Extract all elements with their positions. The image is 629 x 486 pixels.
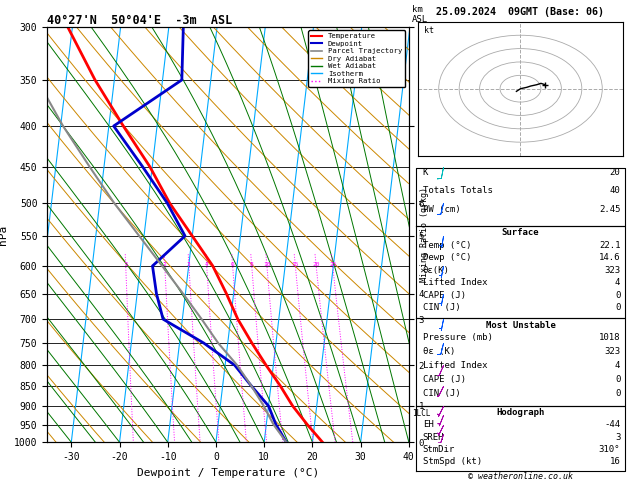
Text: PW (cm): PW (cm) — [423, 205, 460, 214]
Text: 15: 15 — [292, 261, 299, 267]
Text: Surface: Surface — [502, 228, 539, 238]
Text: 40°27'N  50°04'E  -3m  ASL: 40°27'N 50°04'E -3m ASL — [47, 14, 233, 27]
Text: 4: 4 — [205, 261, 209, 267]
Y-axis label: hPa: hPa — [0, 225, 8, 244]
Text: 3: 3 — [615, 433, 620, 442]
Text: CAPE (J): CAPE (J) — [423, 291, 466, 300]
Text: 1: 1 — [124, 261, 128, 267]
Text: K: K — [423, 168, 428, 177]
Text: 4: 4 — [615, 361, 620, 370]
Text: 2: 2 — [163, 261, 167, 267]
Legend: Temperature, Dewpoint, Parcel Trajectory, Dry Adiabat, Wet Adiabat, Isotherm, Mi: Temperature, Dewpoint, Parcel Trajectory… — [308, 30, 405, 87]
Text: Lifted Index: Lifted Index — [423, 361, 487, 370]
Text: EH: EH — [423, 420, 433, 430]
Text: StmSpd (kt): StmSpd (kt) — [423, 457, 482, 466]
Text: Temp (°C): Temp (°C) — [423, 241, 471, 250]
Text: Most Unstable: Most Unstable — [486, 321, 555, 330]
Text: Lifted Index: Lifted Index — [423, 278, 487, 287]
Text: 16: 16 — [610, 457, 620, 466]
Text: 2.45: 2.45 — [599, 205, 620, 214]
Text: 0: 0 — [615, 389, 620, 399]
Text: 3: 3 — [187, 261, 191, 267]
Text: Mixing Ratio (g/kg): Mixing Ratio (g/kg) — [420, 187, 429, 282]
Text: Hodograph: Hodograph — [496, 408, 545, 417]
Text: 8: 8 — [250, 261, 253, 267]
Text: 40: 40 — [610, 186, 620, 195]
Text: Dewp (°C): Dewp (°C) — [423, 253, 471, 262]
X-axis label: Dewpoint / Temperature (°C): Dewpoint / Temperature (°C) — [137, 468, 319, 478]
Text: CAPE (J): CAPE (J) — [423, 375, 466, 384]
Text: -44: -44 — [604, 420, 620, 430]
Text: 14.6: 14.6 — [599, 253, 620, 262]
Text: 6: 6 — [231, 261, 235, 267]
Text: kt: kt — [425, 26, 435, 35]
Text: 20: 20 — [313, 261, 320, 267]
Text: 1018: 1018 — [599, 333, 620, 342]
Text: StmDir: StmDir — [423, 445, 455, 454]
Text: 20: 20 — [610, 168, 620, 177]
Text: 22.1: 22.1 — [599, 241, 620, 250]
Text: 0: 0 — [615, 303, 620, 312]
Text: SREH: SREH — [423, 433, 444, 442]
Text: Totals Totals: Totals Totals — [423, 186, 493, 195]
Text: Pressure (mb): Pressure (mb) — [423, 333, 493, 342]
Text: 323: 323 — [604, 347, 620, 356]
Text: 0: 0 — [615, 291, 620, 300]
Text: θε (K): θε (K) — [423, 347, 455, 356]
Text: 25: 25 — [329, 261, 337, 267]
Text: 310°: 310° — [599, 445, 620, 454]
Text: CIN (J): CIN (J) — [423, 389, 460, 399]
Text: km
ASL: km ASL — [412, 5, 428, 24]
Text: 4: 4 — [615, 278, 620, 287]
Text: CIN (J): CIN (J) — [423, 303, 460, 312]
Text: 1LCL: 1LCL — [413, 409, 431, 418]
Text: 0: 0 — [615, 375, 620, 384]
Text: 10: 10 — [263, 261, 270, 267]
Text: θε(K): θε(K) — [423, 266, 450, 275]
Text: 25.09.2024  09GMT (Base: 06): 25.09.2024 09GMT (Base: 06) — [437, 7, 604, 17]
Text: © weatheronline.co.uk: © weatheronline.co.uk — [468, 472, 573, 481]
Text: 323: 323 — [604, 266, 620, 275]
